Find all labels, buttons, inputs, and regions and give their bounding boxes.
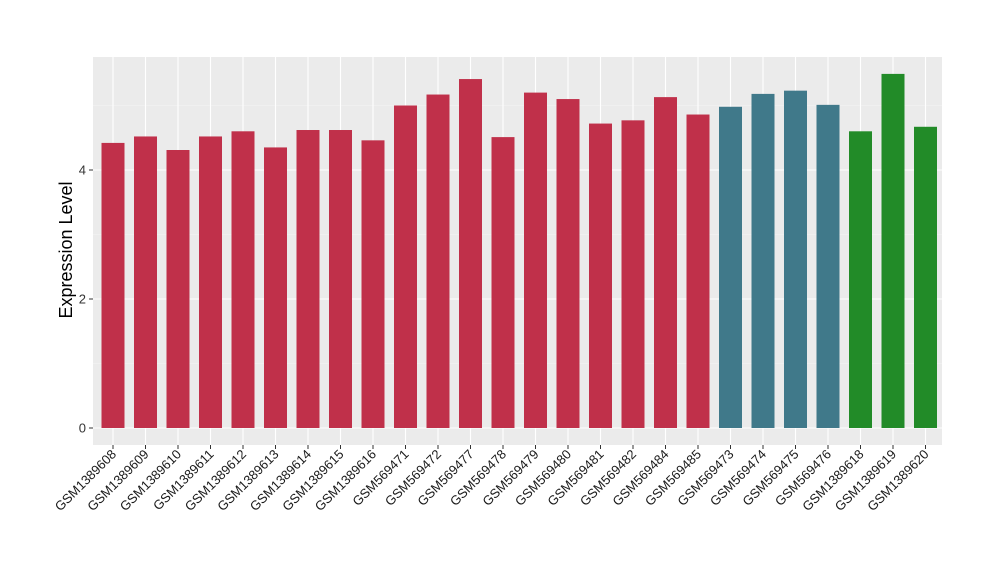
- bar: [524, 92, 547, 428]
- x-axis: GSM1389608GSM1389609GSM1389610GSM1389611…: [52, 445, 932, 514]
- bar: [816, 104, 840, 428]
- bar: [881, 73, 905, 429]
- bar: [199, 136, 222, 428]
- bar: [296, 130, 320, 428]
- bars: [101, 73, 937, 429]
- bar: [589, 123, 612, 428]
- bar: [426, 94, 450, 428]
- bar: [719, 106, 742, 428]
- bar: [914, 126, 937, 428]
- bar: [849, 131, 872, 429]
- y-tick-label: 4: [79, 163, 86, 178]
- y-axis-title: Expression Level: [56, 181, 76, 318]
- bar: [654, 97, 677, 429]
- bar: [459, 79, 482, 429]
- bar: [231, 131, 255, 429]
- bar: [361, 140, 385, 428]
- bar: [784, 90, 807, 428]
- y-tick-label: 0: [79, 421, 86, 436]
- y-axis: 0 2 4: [79, 163, 93, 436]
- bar: [556, 99, 580, 429]
- bar: [166, 150, 190, 428]
- bar: [329, 130, 352, 428]
- bar: [491, 137, 515, 429]
- bar: [621, 120, 645, 429]
- bar: [751, 93, 775, 428]
- bar: [394, 105, 417, 428]
- bar: [686, 114, 710, 428]
- bar: [101, 142, 125, 428]
- y-tick-label: 2: [79, 292, 86, 307]
- bar: [134, 136, 157, 428]
- bar: [264, 147, 287, 429]
